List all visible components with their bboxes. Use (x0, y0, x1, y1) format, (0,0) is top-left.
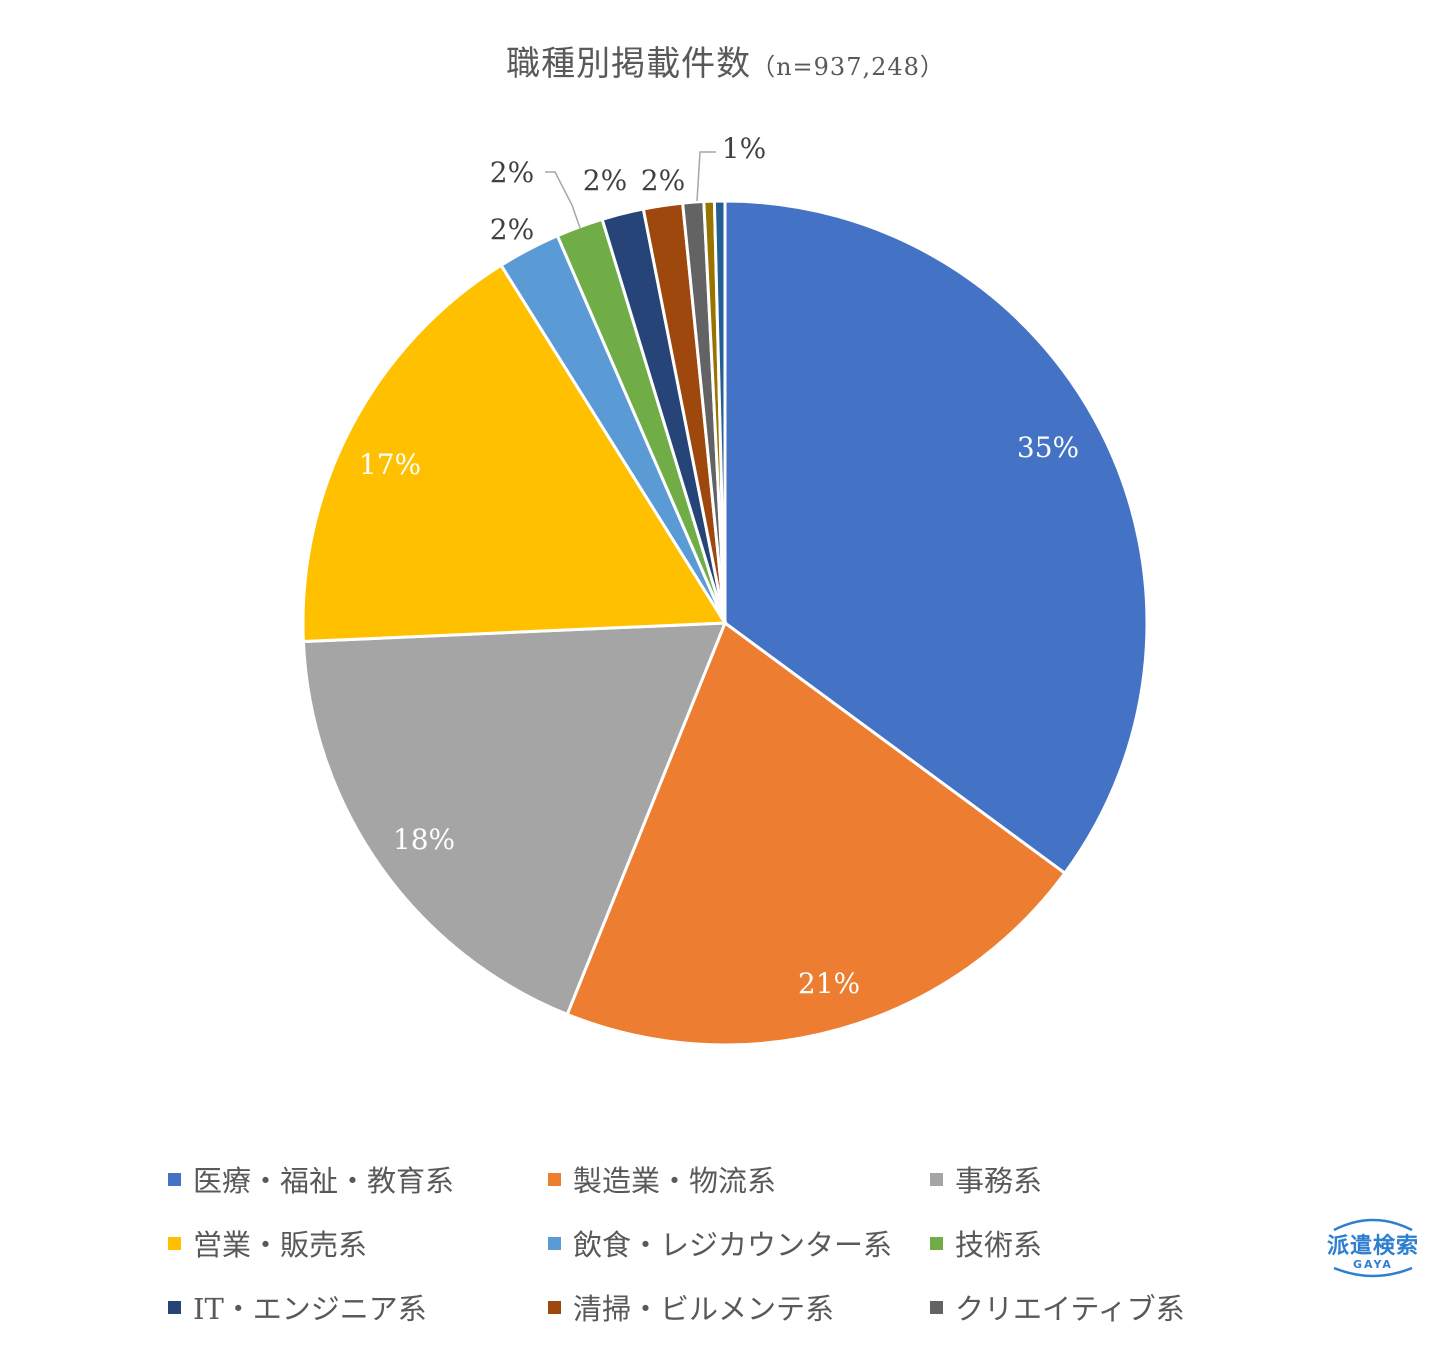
legend-item: クリエイティブ系 (930, 1286, 1230, 1328)
legend-swatch (930, 1236, 943, 1250)
legend-item: 製造業・物流系 (548, 1158, 930, 1200)
data-label: 21% (798, 967, 860, 1000)
legend-swatch (548, 1300, 561, 1314)
legend-label: 飲食・レジカウンター系 (573, 1228, 893, 1262)
pie-slice (712, 199, 727, 624)
legend-label: IT・エンジニア系 (193, 1292, 427, 1326)
legend-label: 医療・福祉・教育系 (193, 1164, 455, 1198)
leader-line (696, 151, 716, 202)
chart-title: 職種別掲載件数（n=937,248） (0, 36, 1451, 85)
legend-swatch (168, 1236, 181, 1250)
logo-main-text: 派遣検索 (1326, 1234, 1419, 1259)
legend-item: 事務系 (930, 1158, 1230, 1200)
pie-slice (301, 621, 728, 1017)
legend-label: 技術系 (955, 1228, 1043, 1262)
data-label: 2% (490, 156, 534, 189)
legend-label: クリエイティブ系 (955, 1292, 1185, 1326)
chart-title-text: 職種別掲載件数 (506, 44, 752, 84)
legend-swatch (548, 1236, 561, 1250)
pie-slice (723, 199, 1149, 876)
legend-item: 飲食・レジカウンター系 (548, 1222, 930, 1264)
data-label: 18% (393, 823, 455, 856)
data-label: 2% (583, 164, 627, 197)
legend-swatch (168, 1300, 181, 1314)
data-label: 17% (359, 448, 421, 481)
legend-item: IT・エンジニア系 (168, 1286, 548, 1328)
logo-arc-icon (1333, 1218, 1413, 1278)
legend-swatch (168, 1172, 181, 1186)
data-label: 1% (722, 132, 766, 165)
pie-chart: 35% 21% 18% 17% 2% 2% 2% 2% 1% (301, 132, 1149, 1047)
logo-sub-text: GAYA (1353, 1258, 1393, 1271)
legend-item: 清掃・ビルメンテ系 (548, 1286, 930, 1328)
legend-item: 技術系 (930, 1222, 1230, 1264)
legend-item: 営業・販売系 (168, 1222, 548, 1264)
data-label: 35% (1017, 431, 1079, 464)
legend-swatch (930, 1300, 943, 1314)
data-label: 2% (490, 213, 534, 246)
gaya-logo: 派遣検索 GAYA (1318, 1214, 1428, 1280)
pie-slice (565, 620, 1067, 1047)
legend-swatch (548, 1172, 561, 1186)
pie-slice (301, 263, 728, 644)
legend-label: 事務系 (955, 1164, 1043, 1198)
data-label: 2% (641, 164, 685, 197)
legend-item: 医療・福祉・教育系 (168, 1158, 548, 1200)
legend-label: 清掃・ビルメンテ系 (573, 1292, 835, 1326)
legend-swatch (930, 1172, 943, 1186)
legend-label: 製造業・物流系 (573, 1164, 777, 1198)
legend: 医療・福祉・教育系 製造業・物流系 事務系 営業・販売系 飲食・レジカウンター系… (168, 1158, 1230, 1328)
legend-label: 営業・販売系 (193, 1228, 368, 1262)
chart-subtitle: （n=937,248） (751, 53, 945, 81)
leader-line (545, 171, 581, 229)
